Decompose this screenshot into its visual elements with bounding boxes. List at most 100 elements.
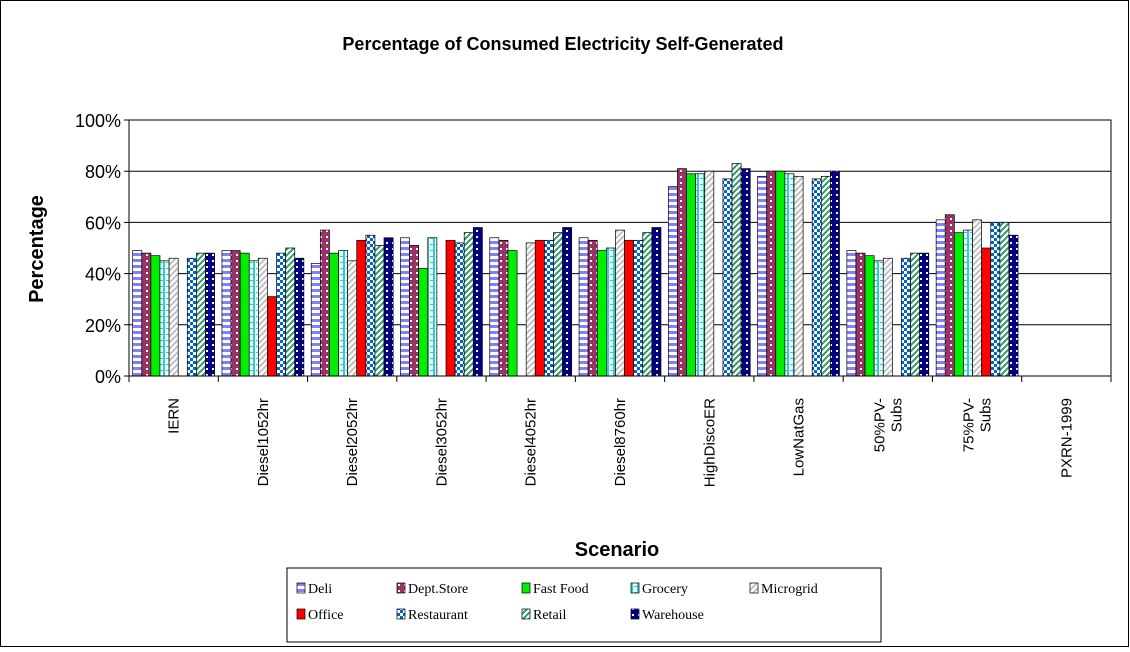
bar-dept-store [944,214,955,377]
bar-warehouse [562,227,573,377]
legend-swatch [396,582,406,594]
y-tick-label: 40% [85,265,121,285]
x-category-label: 75%PV-Subs [961,398,995,452]
bar-fast-food [775,170,786,377]
bar-warehouse [383,237,394,377]
bar-deli [132,250,143,377]
bar-fast-food [953,232,964,377]
legend-label: Retail [533,608,567,623]
bar-group [221,247,305,377]
bar-warehouse [472,227,483,377]
bar-grocery [427,237,438,377]
legend-swatch [630,608,640,620]
bar-fast-food [864,255,875,377]
bar-restaurant [633,239,644,377]
bar-deli [935,219,946,377]
bar-deli [757,175,768,377]
bar-grocery [338,250,348,377]
bar-dept-store [498,239,509,377]
bar-restaurant [722,178,733,377]
bar-retail [285,247,296,377]
bar-office [534,239,545,377]
bar-fast-food [596,250,607,377]
bar-microgrid [972,219,982,377]
bar-deli [846,250,857,377]
bar-microgrid [704,170,715,377]
bar-deli [400,237,410,377]
y-axis-ticks: 0% 20% 40% 60% 80% 100% [75,111,129,387]
x-axis-title: Scenario [575,539,659,561]
bar-fast-food [507,250,518,377]
legend-label: Deli [308,582,332,597]
legend-swatch [521,608,531,620]
bar-office [267,296,277,377]
axes [128,119,1112,382]
legend-item: Warehouse [630,608,704,623]
legend-swatch [630,582,640,594]
legend-label: Office [308,608,344,623]
bar-deli [221,250,232,377]
legend-item: Grocery [630,582,688,597]
bar-grocery [784,173,795,377]
bar-fast-food [418,268,429,377]
legend-item: Microgrid [749,582,818,597]
bar-dept-store [409,245,420,377]
x-category-label: PXRN-1999 [1058,398,1075,478]
bar-retail [553,232,563,377]
bar-restaurant [901,257,911,377]
bar-retail [820,175,831,377]
bar-grocery [159,260,170,377]
bar-dept-store [677,168,687,377]
x-category-label: IERN [166,398,183,434]
legend-label: Restaurant [408,608,468,623]
bar-warehouse [830,170,840,377]
bar-retail [374,245,385,377]
y-tick-label: 60% [85,213,121,233]
bar-microgrid [258,257,268,377]
bar-fast-food [150,255,161,377]
legend-item: Office [296,608,344,623]
legend: Deli Dept.Store Fast Food Grocery Microgrid O… [286,567,882,643]
y-tick-label: 80% [85,162,121,182]
bar-deli [578,237,589,377]
y-tick-label: 20% [85,316,121,336]
bar-microgrid [168,257,179,377]
bar-group [400,227,483,377]
bar-group [935,214,1019,377]
legend-swatch [749,582,759,594]
bar-fast-food [239,252,250,377]
bar-restaurant [990,222,1001,377]
legend-item: Restaurant [396,608,468,623]
legend-box [286,567,882,643]
bar-warehouse [1008,234,1019,377]
bar-microgrid [525,242,536,377]
bar-dept-store [319,229,330,377]
legend-label: Warehouse [642,608,704,623]
bar-grocery [248,260,259,377]
y-axis-title: Percentage [26,195,48,303]
bar-dept-store [141,252,152,377]
legend-item: Fast Food [521,582,589,597]
x-category-label: Diesel1052hr [255,398,272,486]
bar-retail [463,232,474,377]
bar-grocery [695,173,706,377]
chart-title: Percentage of Consumed Electricity Self-… [342,34,783,54]
bar-fast-food [686,173,696,377]
bar-office [981,247,992,377]
bar-restaurant [811,178,822,377]
y-tick-label: 0% [95,367,121,387]
x-category-label: HighDiscoER [701,398,718,487]
bar-retail [999,222,1010,377]
bar-dept-store [855,252,866,377]
x-category-label: LowNatGas [791,398,808,476]
x-category-label: 50%PV-Subs [871,398,905,452]
bar-restaurant [365,234,376,377]
bar-grocery [963,229,973,377]
bar-grocery [605,247,616,377]
x-category-label: Diesel8760hr [612,398,629,486]
bar-warehouse [294,257,305,377]
bar-restaurant [544,239,554,377]
bar-office [356,239,367,377]
